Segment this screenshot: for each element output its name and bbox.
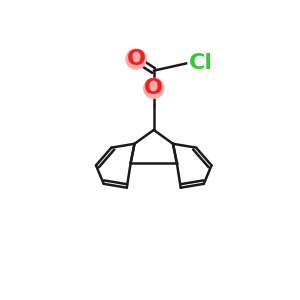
Circle shape xyxy=(126,49,146,69)
Text: O: O xyxy=(144,78,163,98)
Text: O: O xyxy=(127,49,146,69)
Text: Cl: Cl xyxy=(188,53,212,73)
Circle shape xyxy=(144,78,164,98)
